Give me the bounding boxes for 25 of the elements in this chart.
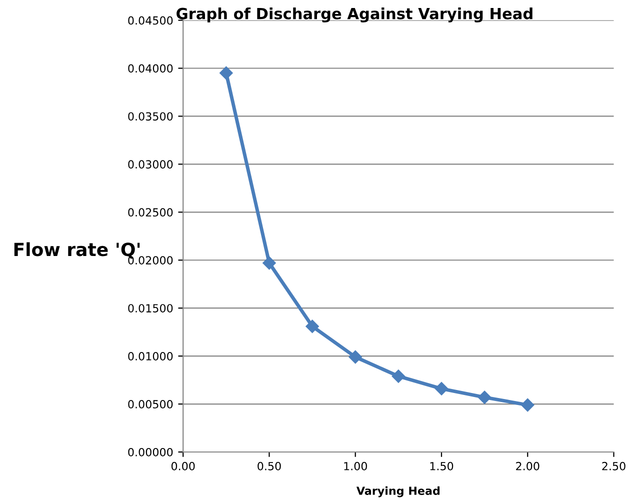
y-tick-label: 0.04000 bbox=[128, 64, 173, 73]
point bbox=[521, 398, 534, 412]
point bbox=[220, 66, 233, 80]
point bbox=[392, 370, 406, 383]
point bbox=[478, 390, 492, 404]
y-tick-label: 0.04500 bbox=[128, 16, 173, 25]
y-tick-label: 0.03500 bbox=[128, 112, 173, 121]
y-tick-label: 0.00500 bbox=[128, 400, 173, 408]
y-tick-label: 0.01500 bbox=[128, 304, 173, 312]
point bbox=[262, 256, 276, 270]
chart-title: Graph of Discharge Against Varying Head bbox=[176, 8, 532, 22]
y-tick-label: 0.00000 bbox=[128, 448, 173, 456]
x-axis-title: Varying Head bbox=[356, 486, 440, 498]
x-tick-label: 0.50 bbox=[258, 462, 281, 470]
point bbox=[434, 382, 448, 396]
x-tick-label: 1.00 bbox=[344, 462, 367, 470]
x-tick-label: 2.50 bbox=[602, 462, 626, 470]
point bbox=[348, 350, 362, 364]
x-tick-label: 1.50 bbox=[430, 462, 454, 470]
point bbox=[306, 320, 319, 333]
y-tick-label: 0.01000 bbox=[128, 352, 173, 360]
y-tick-label: 0.02500 bbox=[128, 208, 173, 217]
y-tick-label: 0.03000 bbox=[128, 160, 173, 169]
x-tick-label: 0.00 bbox=[171, 462, 195, 470]
x-tick-label: 2.00 bbox=[516, 462, 540, 470]
